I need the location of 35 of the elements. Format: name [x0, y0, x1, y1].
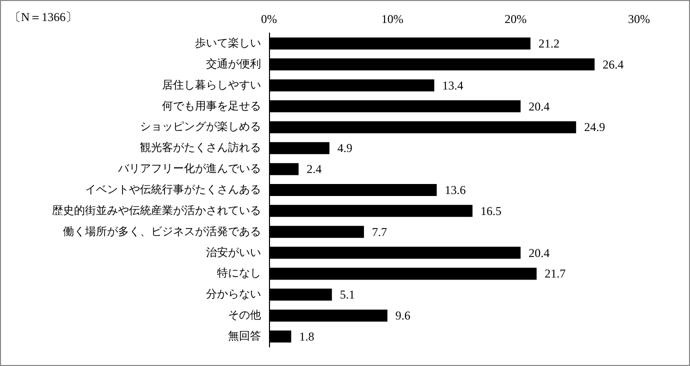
y-tick-label: ショッピングが楽しめる	[140, 121, 261, 134]
text: 〔N＝1366〕	[9, 10, 78, 24]
data-label: 4.9	[337, 141, 352, 156]
data-label: 13.4	[442, 78, 464, 92]
data-label: 20.4	[528, 99, 550, 114]
data-label: 16.5	[480, 204, 502, 218]
data-label: 9.6	[395, 308, 410, 323]
data-label: 21.7	[544, 266, 566, 281]
data-label: 24.9	[584, 120, 606, 134]
y-tick-label: 働く場所が多く、ビジネスが活発である	[63, 224, 261, 238]
y-tick-label: 観光客がたくさん訪れる	[140, 141, 261, 154]
y-tick-label: 治安がいい	[206, 246, 261, 259]
y-tick-label: 居住し暮らしやすい	[162, 78, 261, 92]
x-tick-label: 0%	[261, 12, 277, 26]
y-tick-label: その他	[228, 310, 261, 322]
x-tick-label: 10%	[381, 12, 404, 26]
data-label: 21.2	[538, 36, 560, 50]
y-tick-label: 歴史的街並みや伝統産業が活かされている	[52, 204, 261, 217]
data-label: 1.8	[299, 330, 314, 344]
y-tick-label: 特になし	[217, 268, 261, 280]
x-tick-label: 20%	[504, 12, 527, 26]
y-tick-label: 何でも用事を足せる	[162, 99, 261, 112]
y-tick-label: バリアフリー化が進んでいる	[117, 163, 261, 176]
data-label: 20.4	[528, 246, 550, 260]
y-tick-label: イベントや伝統行事がたくさんある	[85, 183, 261, 196]
data-label: 2.4	[306, 162, 322, 176]
x-tick-label: 30%	[628, 12, 650, 26]
data-label: 7.7	[372, 224, 387, 239]
y-tick-label: 歩いて楽しい	[195, 36, 261, 50]
y-tick-label: 交通が便利	[206, 57, 261, 70]
y-tick-label: 分からない	[206, 288, 261, 301]
data-label: 13.6	[444, 183, 466, 197]
data-label: 5.1	[340, 288, 355, 302]
data-label: 26.4	[602, 57, 624, 72]
y-tick-label: 無回答	[228, 330, 261, 343]
